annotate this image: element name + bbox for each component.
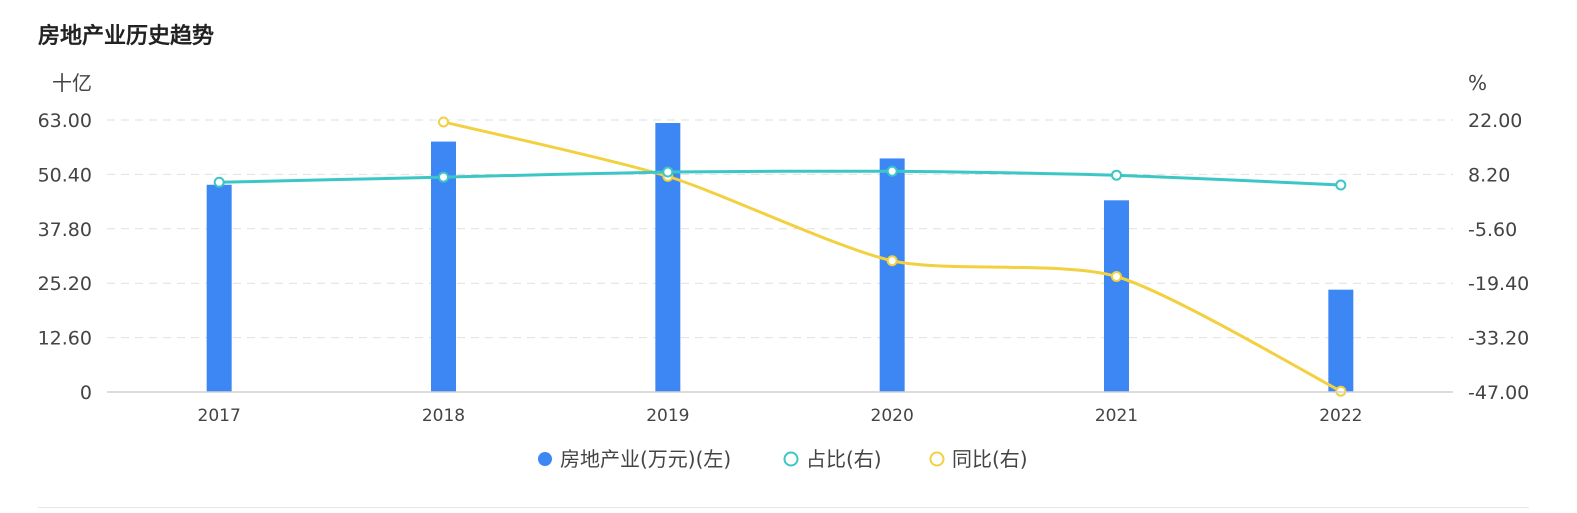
legend-share-label: 占比(右) — [806, 447, 882, 471]
share-point — [1111, 169, 1122, 181]
left-tick-label: 37.80 — [38, 219, 92, 241]
yoy-point — [1335, 385, 1347, 397]
left-axis-unit: 十亿 — [52, 71, 92, 95]
right-tick-label: -33.20 — [1468, 328, 1529, 350]
share-line — [219, 169, 1341, 187]
legend-bar-label: 房地产业(万元)(左) — [560, 447, 731, 471]
left-tick-label: 63.00 — [38, 110, 92, 132]
bottom-divider — [38, 507, 1529, 508]
bar — [206, 184, 232, 392]
legend-yoy-label: 同比(右) — [952, 447, 1028, 471]
left-tick-label: 12.60 — [38, 328, 92, 350]
share-point — [1335, 179, 1347, 191]
right-tick-label: -5.60 — [1468, 219, 1517, 241]
bar — [431, 141, 456, 392]
bar — [1104, 200, 1129, 392]
yoy-point — [438, 116, 449, 128]
chart-title: 房地产业历史趋势 — [38, 24, 215, 49]
x-tick-label: 2022 — [1319, 406, 1362, 426]
x-tick-label: 2020 — [871, 406, 914, 426]
right-tick-label: -19.40 — [1468, 273, 1529, 295]
share-point — [886, 165, 898, 177]
left-tick-label: 0 — [80, 382, 92, 404]
bar — [655, 123, 681, 393]
left-tick-label: 25.20 — [38, 273, 92, 295]
x-tick-label: 2018 — [422, 406, 465, 426]
legend-yoy-marker — [929, 451, 945, 467]
right-tick-label: 22.00 — [1468, 110, 1522, 132]
share-point — [213, 176, 225, 188]
right-axis-unit: % — [1468, 71, 1487, 95]
share-point — [438, 171, 449, 183]
left-tick-label: 50.40 — [38, 164, 92, 186]
bar — [879, 158, 905, 392]
x-tick-label: 2021 — [1095, 406, 1138, 426]
right-tick-label: -47.00 — [1468, 382, 1529, 404]
legend-share-marker — [783, 451, 799, 467]
yoy-point — [886, 255, 898, 267]
right-tick-label: 8.20 — [1468, 164, 1510, 186]
bar — [1328, 289, 1354, 392]
legend-bar-marker — [538, 452, 552, 466]
x-tick-label: 2017 — [198, 406, 241, 426]
yoy-point — [1111, 270, 1122, 282]
x-tick-label: 2019 — [646, 406, 689, 426]
share-point — [662, 166, 674, 178]
